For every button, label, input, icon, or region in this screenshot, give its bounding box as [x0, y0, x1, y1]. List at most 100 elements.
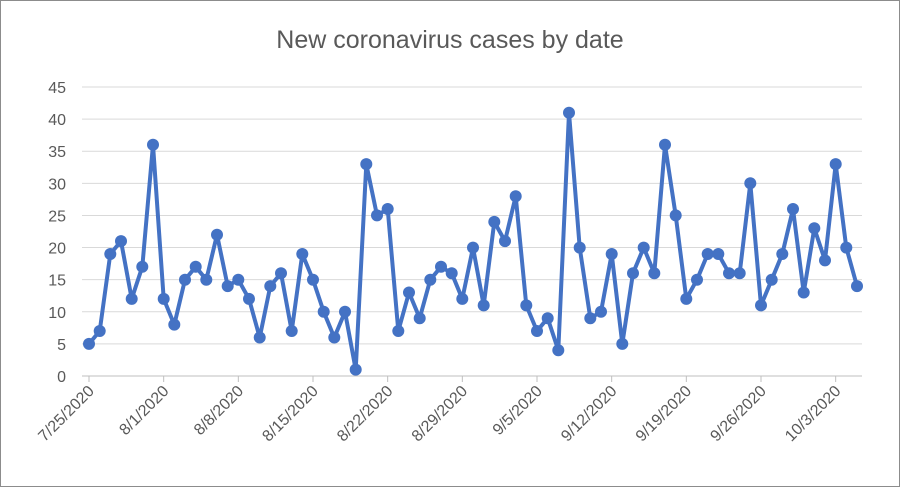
data-point — [851, 280, 863, 293]
data-point — [819, 254, 831, 267]
chart-title: New coronavirus cases by date — [276, 26, 623, 54]
y-tick-label: 5 — [57, 337, 66, 354]
data-point — [509, 190, 522, 203]
y-tick-label: 25 — [48, 208, 66, 225]
data-point — [584, 312, 597, 325]
data-point — [765, 273, 778, 286]
data-point — [413, 312, 426, 325]
data-point — [328, 331, 341, 344]
x-tick-label: 9/5/2020 — [490, 383, 546, 439]
data-point — [93, 325, 106, 337]
data-point — [83, 337, 95, 350]
data-point — [541, 312, 554, 325]
data-point — [168, 318, 181, 331]
data-point — [179, 273, 191, 286]
data-point — [264, 280, 277, 293]
data-point — [520, 299, 533, 312]
y-gridlines — [82, 86, 862, 345]
data-point — [552, 344, 565, 357]
data-point — [776, 248, 789, 260]
data-point — [659, 138, 671, 151]
x-tick-label: 8/1/2020 — [116, 383, 172, 439]
data-point — [616, 337, 629, 350]
data-point — [189, 260, 202, 273]
data-point — [349, 363, 362, 376]
data-point — [573, 241, 586, 254]
x-axis — [82, 375, 862, 382]
data-point — [467, 241, 479, 254]
data-point — [595, 305, 607, 318]
data-point — [243, 292, 255, 305]
data-point — [381, 203, 394, 215]
data-point — [605, 248, 618, 260]
data-point — [477, 299, 490, 312]
data-point — [563, 106, 575, 119]
data-point — [285, 325, 298, 337]
data-point — [797, 286, 810, 299]
data-point — [723, 267, 735, 280]
series-points — [83, 106, 863, 376]
x-tick-label: 8/22/2020 — [334, 383, 396, 445]
x-tick-label: 9/19/2020 — [633, 383, 695, 445]
data-point — [371, 209, 383, 222]
x-tick-label: 8/29/2020 — [409, 383, 471, 445]
data-point — [669, 209, 682, 222]
y-tick-label: 0 — [57, 369, 66, 386]
x-tick-label: 8/8/2020 — [191, 383, 247, 439]
data-point — [435, 260, 447, 273]
x-tick-label: 9/26/2020 — [707, 383, 769, 445]
data-point — [712, 248, 725, 260]
data-point — [296, 248, 309, 260]
x-axis-ticks: 7/25/2020 8/1/2020 8/8/2020 8/15/2020 8/22/2… — [35, 383, 844, 445]
y-tick-label: 10 — [48, 305, 66, 322]
data-point — [275, 267, 287, 280]
y-tick-label: 45 — [48, 80, 66, 97]
data-point — [701, 248, 714, 260]
y-tick-label: 35 — [48, 144, 66, 161]
x-tick-label: 7/25/2020 — [35, 383, 97, 445]
data-point — [360, 158, 373, 171]
data-point — [136, 260, 149, 273]
data-point — [125, 292, 138, 305]
data-point — [115, 235, 127, 248]
data-point — [307, 273, 319, 286]
data-point — [147, 138, 159, 151]
y-axis-ticks: 0 5 10 15 20 25 30 35 40 45 — [48, 80, 66, 386]
x-tick-label: 9/12/2020 — [558, 383, 620, 445]
data-point — [403, 286, 415, 299]
data-point — [744, 177, 757, 190]
data-point — [232, 273, 245, 286]
data-point — [531, 325, 543, 337]
data-point — [339, 305, 351, 318]
data-point — [157, 292, 170, 305]
y-tick-label: 15 — [48, 273, 66, 290]
data-point — [840, 241, 853, 254]
data-point — [829, 158, 842, 171]
data-point — [211, 228, 223, 241]
data-point — [424, 273, 437, 286]
data-point — [200, 273, 213, 286]
y-tick-label: 30 — [48, 176, 66, 193]
data-point — [733, 267, 746, 280]
data-point — [253, 331, 266, 344]
x-tick-label: 8/15/2020 — [259, 383, 321, 445]
data-point — [488, 215, 501, 228]
data-point — [680, 292, 693, 305]
y-tick-label: 20 — [48, 241, 66, 258]
data-point — [317, 305, 330, 318]
data-point — [221, 280, 234, 293]
data-point — [787, 203, 799, 215]
y-tick-label: 40 — [48, 112, 66, 129]
data-point — [648, 267, 661, 280]
data-point — [637, 241, 650, 254]
data-point — [445, 267, 458, 280]
data-point — [392, 325, 405, 337]
data-point — [808, 222, 821, 235]
data-point — [499, 235, 511, 248]
data-point — [691, 273, 703, 286]
data-point — [627, 267, 639, 280]
data-point — [456, 292, 469, 305]
x-tick-label: 10/3/2020 — [782, 383, 844, 445]
